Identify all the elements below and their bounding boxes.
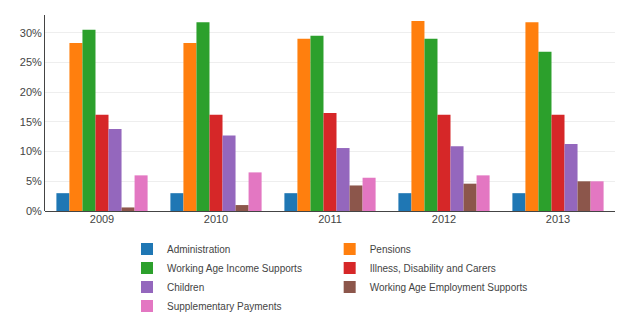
svg-text:2010: 2010 (204, 213, 228, 225)
svg-text:Supplementary Payments: Supplementary Payments (167, 301, 282, 312)
svg-text:0%: 0% (26, 205, 42, 217)
svg-text:10%: 10% (20, 145, 42, 157)
svg-text:15%: 15% (20, 116, 42, 128)
svg-text:Pensions: Pensions (370, 244, 411, 255)
svg-text:25%: 25% (20, 56, 42, 68)
svg-text:2011: 2011 (318, 213, 342, 225)
svg-text:2009: 2009 (90, 213, 114, 225)
svg-text:2012: 2012 (432, 213, 456, 225)
svg-text:Administration: Administration (167, 244, 230, 255)
svg-text:20%: 20% (20, 86, 42, 98)
svg-text:Working Age Employment Support: Working Age Employment Supports (370, 282, 528, 293)
svg-text:Children: Children (167, 282, 204, 293)
svg-text:30%: 30% (20, 27, 42, 39)
svg-text:Working Age Income Supports: Working Age Income Supports (167, 263, 302, 274)
svg-text:Illness, Disability and Carers: Illness, Disability and Carers (370, 263, 496, 274)
svg-text:2013: 2013 (546, 213, 570, 225)
svg-text:5%: 5% (26, 175, 42, 187)
